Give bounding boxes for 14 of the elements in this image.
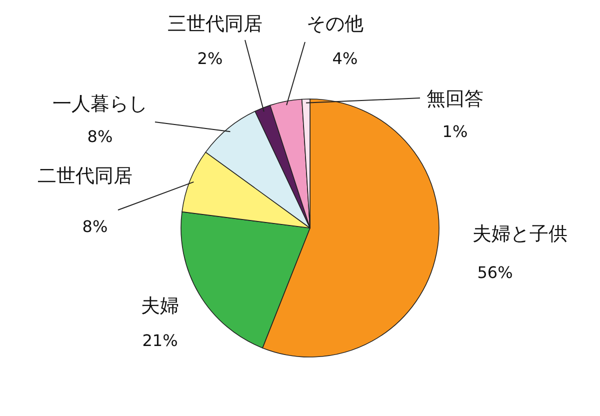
slice-label: 一人暮らし: [52, 93, 148, 115]
data-label: 8%: [82, 217, 108, 236]
slice-label: 夫婦: [141, 295, 179, 317]
slice-label: 夫婦と子供: [472, 223, 568, 245]
data-label: 8%: [87, 127, 113, 146]
slice-label: 二世代同居: [38, 165, 132, 187]
slice-label: 無回答: [426, 88, 484, 110]
data-label: 4%: [332, 49, 358, 68]
slice-label: 三世代同居: [168, 13, 262, 35]
data-label: 21%: [142, 331, 178, 350]
slice-label: その他: [306, 13, 364, 35]
data-label: 56%: [477, 263, 513, 282]
data-label: 1%: [442, 122, 468, 141]
data-label: 2%: [197, 49, 223, 68]
